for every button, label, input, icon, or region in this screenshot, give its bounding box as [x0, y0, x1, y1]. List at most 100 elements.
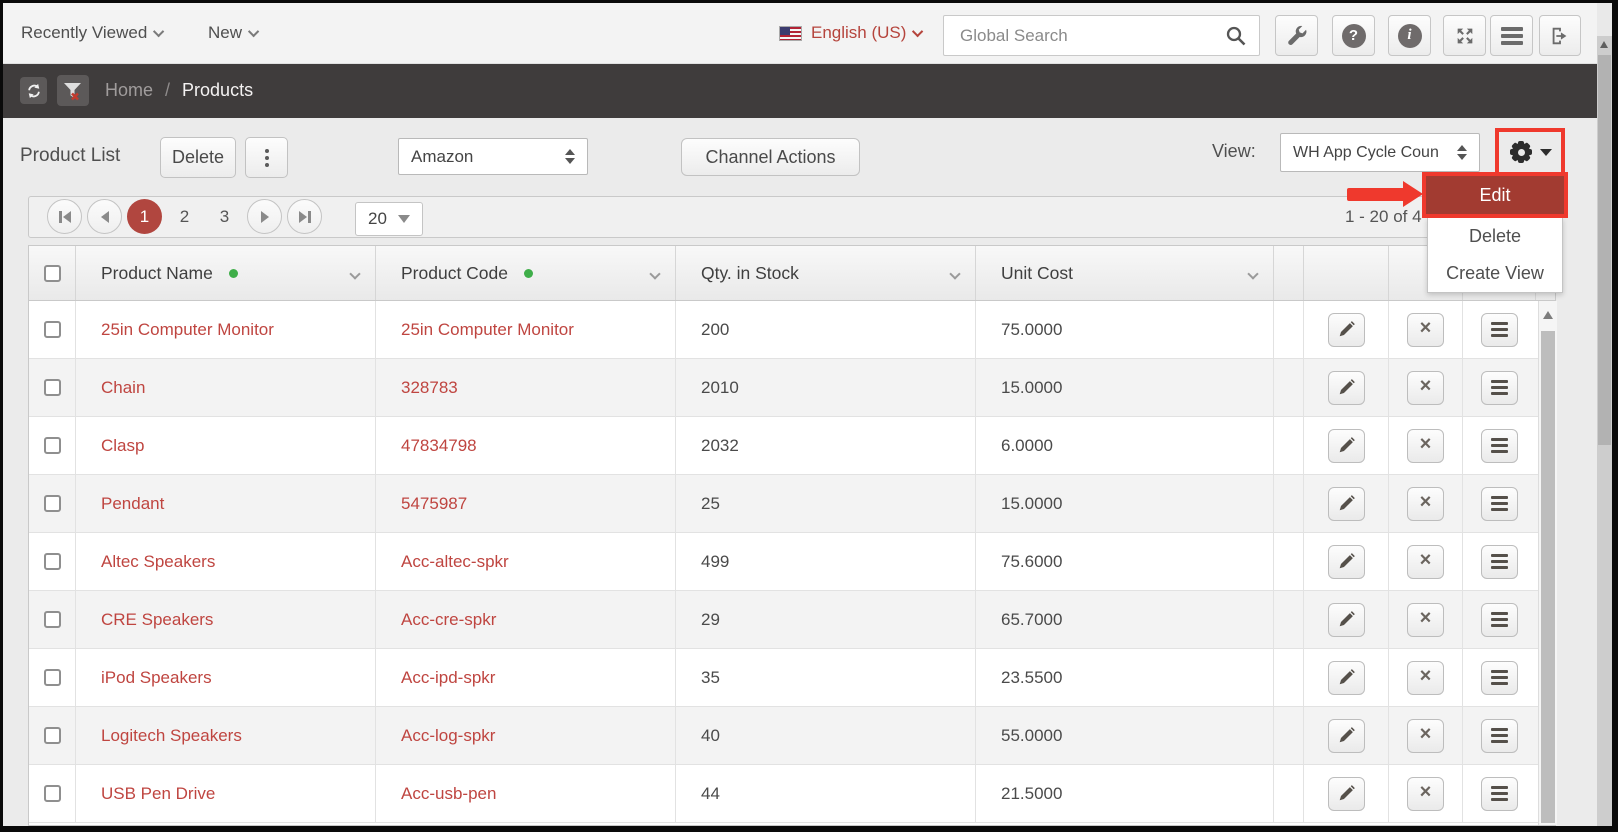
- product-name-link[interactable]: 25in Computer Monitor: [101, 319, 274, 339]
- refresh-button[interactable]: [20, 77, 47, 104]
- row-menu-button[interactable]: [1481, 602, 1518, 637]
- logout-button[interactable]: [1539, 15, 1581, 56]
- delete-row-button[interactable]: ×: [1407, 544, 1444, 579]
- first-page-button[interactable]: [47, 199, 82, 234]
- row-checkbox[interactable]: [43, 495, 61, 512]
- delete-row-button[interactable]: ×: [1407, 602, 1444, 637]
- page-current[interactable]: 1: [127, 199, 162, 234]
- row-checkbox[interactable]: [43, 727, 61, 744]
- row-checkbox[interactable]: [43, 553, 61, 570]
- product-name-link[interactable]: Pendant: [101, 493, 165, 513]
- scrollbar-thumb[interactable]: [1598, 55, 1611, 445]
- row-checkbox[interactable]: [43, 669, 61, 686]
- select-all-checkbox[interactable]: [43, 264, 61, 282]
- view-settings-gear-button[interactable]: [1495, 128, 1565, 176]
- row-menu-button[interactable]: [1481, 776, 1518, 811]
- row-checkbox[interactable]: [43, 611, 61, 628]
- scroll-up-icon[interactable]: [1600, 41, 1608, 48]
- breadcrumb-home-link[interactable]: Home: [105, 80, 154, 100]
- delete-row-button[interactable]: ×: [1407, 370, 1444, 405]
- product-code-link[interactable]: Acc-ipd-spkr: [401, 667, 496, 687]
- row-checkbox[interactable]: [43, 437, 61, 454]
- view-select[interactable]: WH App Cycle Coun: [1280, 133, 1480, 172]
- product-name-link[interactable]: Clasp: [101, 435, 145, 455]
- delete-row-button[interactable]: ×: [1407, 428, 1444, 463]
- last-page-button[interactable]: [287, 199, 322, 234]
- search-icon[interactable]: [1225, 25, 1247, 47]
- delete-row-button[interactable]: ×: [1407, 718, 1444, 753]
- row-checkbox[interactable]: [43, 785, 61, 802]
- main-menu-button[interactable]: [1490, 15, 1533, 56]
- language-selector[interactable]: English (US): [779, 23, 924, 43]
- edit-row-button[interactable]: [1327, 718, 1365, 753]
- delete-row-button[interactable]: ×: [1407, 660, 1444, 695]
- page-number[interactable]: 3: [219, 206, 230, 226]
- edit-row-button[interactable]: [1327, 544, 1365, 579]
- clear-filter-button[interactable]: [57, 75, 89, 106]
- product-name-link[interactable]: iPod Speakers: [101, 667, 212, 687]
- product-code-link[interactable]: Acc-log-spkr: [401, 725, 496, 745]
- edit-row-button[interactable]: [1327, 312, 1365, 347]
- previous-page-button[interactable]: [87, 199, 122, 234]
- product-code-link[interactable]: 5475987: [401, 493, 468, 513]
- edit-row-button[interactable]: [1327, 428, 1365, 463]
- edit-row-button[interactable]: [1327, 602, 1365, 637]
- sort-chevron-icon[interactable]: [1247, 268, 1259, 280]
- delete-button[interactable]: Delete: [160, 137, 236, 178]
- product-code-link[interactable]: Acc-altec-spkr: [401, 551, 509, 571]
- view-menu-item-delete[interactable]: Delete: [1468, 226, 1522, 246]
- sort-chevron-icon[interactable]: [349, 268, 361, 280]
- delete-row-button[interactable]: ×: [1407, 486, 1444, 521]
- row-menu-button[interactable]: [1481, 486, 1518, 521]
- browser-scrollbar[interactable]: [1597, 3, 1612, 826]
- view-menu-item-edit[interactable]: Edit: [1422, 172, 1568, 218]
- sort-chevron-icon[interactable]: [949, 268, 961, 280]
- column-header-qty-in-stock[interactable]: Qty. in Stock: [676, 246, 976, 300]
- settings-button[interactable]: [1275, 15, 1318, 56]
- column-header-product-name[interactable]: Product Name: [76, 246, 376, 300]
- product-name-link[interactable]: Altec Speakers: [101, 551, 216, 571]
- more-actions-button[interactable]: [245, 137, 288, 178]
- row-checkbox[interactable]: [43, 321, 61, 338]
- row-menu-button[interactable]: [1481, 312, 1518, 347]
- edit-row-button[interactable]: [1327, 486, 1365, 521]
- product-name-link[interactable]: CRE Speakers: [101, 609, 214, 629]
- product-code-link[interactable]: 328783: [401, 377, 458, 397]
- fullscreen-button[interactable]: [1443, 15, 1486, 56]
- product-code-link[interactable]: Acc-usb-pen: [401, 783, 497, 803]
- delete-row-button[interactable]: ×: [1407, 776, 1444, 811]
- delete-row-button[interactable]: ×: [1407, 312, 1444, 347]
- edit-row-button[interactable]: [1327, 776, 1365, 811]
- column-header-product-code[interactable]: Product Code: [376, 246, 676, 300]
- recently-viewed-menu[interactable]: Recently Viewed: [21, 23, 165, 43]
- product-name-link[interactable]: Chain: [101, 377, 146, 397]
- channel-select[interactable]: Amazon: [398, 138, 588, 175]
- edit-row-button[interactable]: [1327, 660, 1365, 695]
- product-name-link[interactable]: USB Pen Drive: [101, 783, 216, 803]
- row-menu-button[interactable]: [1481, 660, 1518, 695]
- scroll-up-icon[interactable]: [1543, 311, 1553, 319]
- search-input[interactable]: [960, 25, 1225, 46]
- scrollbar-thumb[interactable]: [1541, 331, 1555, 823]
- channel-actions-button[interactable]: Channel Actions: [681, 138, 860, 176]
- page-size-select[interactable]: 20: [355, 202, 423, 236]
- row-checkbox[interactable]: [43, 379, 61, 396]
- edit-row-button[interactable]: [1327, 370, 1365, 405]
- row-menu-button[interactable]: [1481, 718, 1518, 753]
- help-button[interactable]: ?: [1332, 15, 1375, 56]
- table-scrollbar[interactable]: [1538, 301, 1557, 825]
- row-menu-button[interactable]: [1481, 370, 1518, 405]
- row-menu-button[interactable]: [1481, 544, 1518, 579]
- product-name-link[interactable]: Logitech Speakers: [101, 725, 242, 745]
- info-button[interactable]: i: [1388, 15, 1431, 56]
- row-menu-button[interactable]: [1481, 428, 1518, 463]
- product-code-link[interactable]: 25in Computer Monitor: [401, 319, 574, 339]
- product-code-link[interactable]: Acc-cre-spkr: [401, 609, 497, 629]
- page-number[interactable]: 2: [179, 206, 190, 226]
- sort-chevron-icon[interactable]: [649, 268, 661, 280]
- new-menu[interactable]: New: [208, 23, 260, 43]
- column-header-unit-cost[interactable]: Unit Cost: [976, 246, 1274, 300]
- view-menu-item-create-view[interactable]: Create View: [1446, 263, 1544, 283]
- next-page-button[interactable]: [247, 199, 282, 234]
- product-code-link[interactable]: 47834798: [401, 435, 477, 455]
